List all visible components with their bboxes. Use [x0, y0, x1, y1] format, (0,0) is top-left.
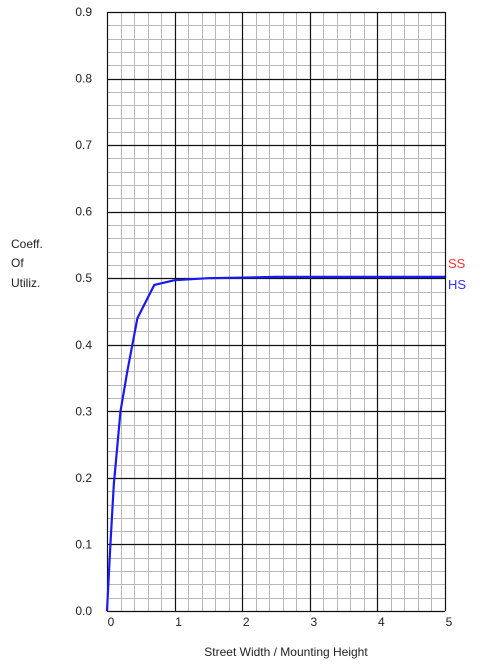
y-tick-label: 0.9 — [75, 5, 92, 19]
major-grid — [106, 11, 447, 613]
y-tick-label: 0.5 — [75, 271, 92, 285]
x-tick-label: 5 — [446, 615, 453, 629]
y-axis-label-line: Utiliz. — [11, 276, 40, 290]
y-tick-label: 0.6 — [75, 205, 92, 219]
y-axis-label-line: Coeff. — [11, 237, 43, 251]
legend-entry-ss: SS — [448, 256, 466, 271]
y-axis-label-line: Of — [11, 256, 24, 270]
y-tick-label: 0.1 — [75, 537, 92, 551]
y-axis-label: Coeff. Of Utiliz. — [11, 237, 43, 290]
y-tick-label: 0.2 — [75, 471, 92, 485]
x-tick-label: 1 — [175, 615, 182, 629]
y-tick-label: 0.4 — [75, 338, 92, 352]
x-tick-label: 2 — [243, 615, 250, 629]
y-tick-label: 0.8 — [75, 72, 92, 86]
series-line-0 — [105, 275, 445, 612]
y-tick-label: 0.3 — [75, 404, 92, 418]
x-tick-labels: 0 1 2 3 4 5 — [108, 615, 453, 629]
x-tick-label: 4 — [378, 615, 385, 629]
y-tick-label: 0.0 — [75, 604, 92, 618]
y-tick-labels: 0.0 0.1 0.2 0.3 0.4 0.5 0.6 0.7 0.8 0.9 — [75, 5, 92, 618]
x-axis-label: Street Width / Mounting Height — [204, 645, 368, 659]
legend: SS HS — [448, 256, 466, 292]
x-tick-label: 3 — [310, 615, 317, 629]
series-layer — [105, 275, 445, 612]
plot-area — [107, 12, 445, 611]
x-tick-label: 0 — [108, 615, 115, 629]
legend-entry-hs: HS — [448, 277, 466, 292]
y-tick-label: 0.7 — [75, 138, 92, 152]
